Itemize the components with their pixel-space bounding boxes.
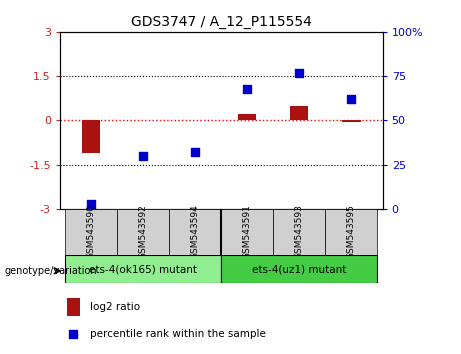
Bar — [169, 209, 221, 255]
Point — [243, 86, 251, 91]
Bar — [65, 209, 117, 255]
Bar — [82, 120, 100, 153]
Bar — [342, 120, 361, 122]
Point — [192, 149, 199, 155]
Text: ets-4(uz1) mutant: ets-4(uz1) mutant — [252, 264, 347, 274]
Text: GSM543593: GSM543593 — [295, 204, 304, 259]
Bar — [117, 209, 169, 255]
Bar — [273, 209, 325, 255]
Point — [88, 201, 95, 206]
Bar — [290, 105, 308, 120]
Bar — [221, 255, 378, 283]
Text: percentile rank within the sample: percentile rank within the sample — [90, 329, 266, 339]
Bar — [221, 209, 273, 255]
Point — [140, 153, 147, 159]
Text: GSM543591: GSM543591 — [243, 204, 252, 259]
Point — [296, 70, 303, 75]
Text: ets-4(ok165) mutant: ets-4(ok165) mutant — [89, 264, 197, 274]
Text: GSM543590: GSM543590 — [87, 204, 96, 259]
Bar — [66, 297, 80, 315]
Point — [70, 331, 77, 337]
Bar — [238, 114, 256, 120]
Text: GSM543594: GSM543594 — [191, 205, 200, 259]
Text: genotype/variation: genotype/variation — [5, 266, 97, 276]
Bar — [65, 255, 221, 283]
Text: log2 ratio: log2 ratio — [90, 302, 140, 312]
Title: GDS3747 / A_12_P115554: GDS3747 / A_12_P115554 — [131, 16, 312, 29]
Bar — [325, 209, 378, 255]
Point — [348, 96, 355, 102]
Text: GSM543592: GSM543592 — [139, 205, 148, 259]
Text: GSM543595: GSM543595 — [347, 204, 356, 259]
